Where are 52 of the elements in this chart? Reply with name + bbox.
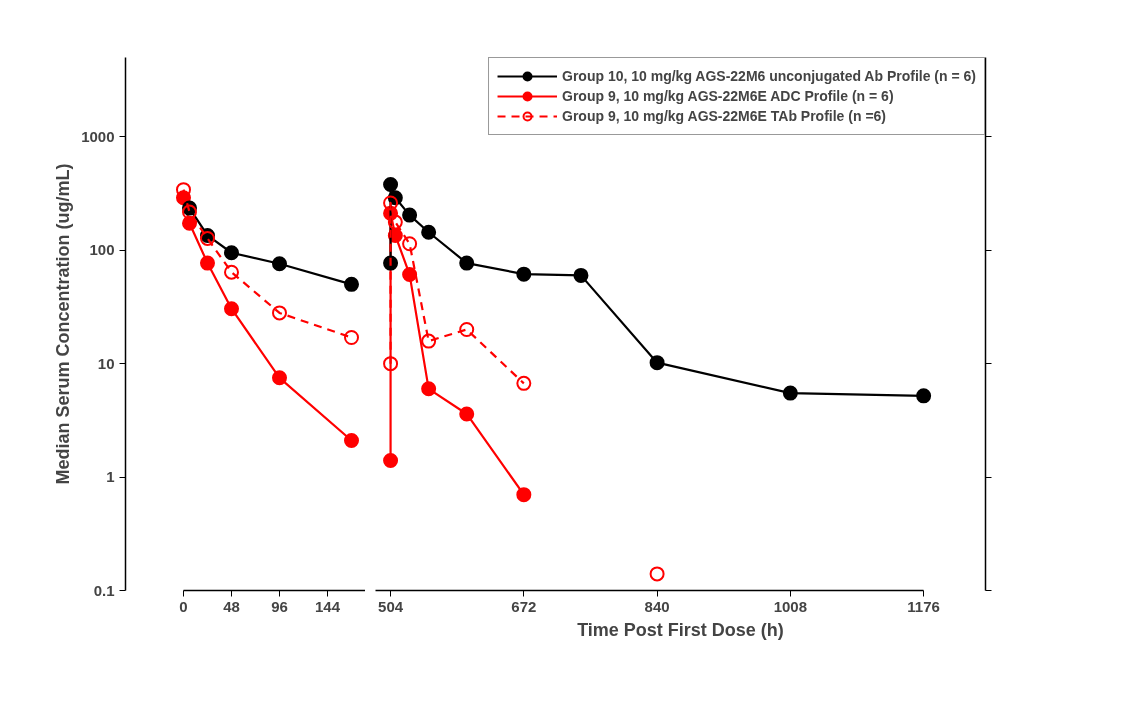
point xyxy=(344,330,359,345)
point xyxy=(649,355,665,371)
point xyxy=(649,566,665,582)
point xyxy=(224,301,239,317)
legend-label: Group 10, 10 mg/kg AGS-22M6 unconjugated Ab Profile (n = 6) xyxy=(562,68,976,84)
point xyxy=(573,267,589,283)
point xyxy=(402,207,418,223)
x-tick-label: 1176 xyxy=(907,597,940,615)
y-tick-label: 1 xyxy=(106,468,115,486)
y-tick-label: 10 xyxy=(97,354,115,372)
point xyxy=(383,453,399,468)
point xyxy=(782,385,798,401)
x-tick-label: 504 xyxy=(378,597,404,615)
x-tick-label: 144 xyxy=(314,597,341,615)
point xyxy=(344,433,359,449)
point xyxy=(421,333,437,349)
legend-label: Group 9, 10 mg/kg AGS-22M6E ADC Profile (n = 6) xyxy=(562,88,894,104)
point xyxy=(224,245,239,261)
y-tick-label: 0.1 xyxy=(93,581,115,599)
x-tick-label: 96 xyxy=(271,597,288,615)
x-tick-label: 1008 xyxy=(773,597,808,615)
point xyxy=(272,370,287,386)
x-tick-label: 672 xyxy=(511,597,537,615)
y-tick-label: 100 xyxy=(89,241,115,259)
x-axis-title: Time Post First Dose (h) xyxy=(577,619,784,640)
point xyxy=(421,224,437,240)
point xyxy=(182,204,197,220)
point xyxy=(516,375,532,391)
point xyxy=(383,356,399,372)
x-tick-label: 0 xyxy=(179,597,188,615)
point xyxy=(459,406,475,422)
point xyxy=(402,267,418,283)
point xyxy=(516,487,532,503)
y-axis-title: Median Serum Concentration (ug/mL) xyxy=(53,163,74,485)
point xyxy=(516,266,532,282)
point xyxy=(387,214,403,230)
point xyxy=(459,322,475,337)
point xyxy=(200,255,215,271)
point xyxy=(383,195,399,211)
point xyxy=(272,256,287,272)
point xyxy=(421,381,437,397)
point xyxy=(272,305,287,321)
point xyxy=(383,176,399,192)
y-tick-label: 1000 xyxy=(81,127,115,145)
legend-label: Group 9, 10 mg/kg AGS-22M6E TAb Profile (n =6) xyxy=(562,108,887,124)
point xyxy=(459,255,475,271)
point xyxy=(344,276,359,292)
point xyxy=(224,264,239,280)
point xyxy=(402,236,418,252)
point xyxy=(916,388,932,404)
x-tick-label: 840 xyxy=(644,597,670,615)
x-tick-label: 48 xyxy=(223,597,240,615)
